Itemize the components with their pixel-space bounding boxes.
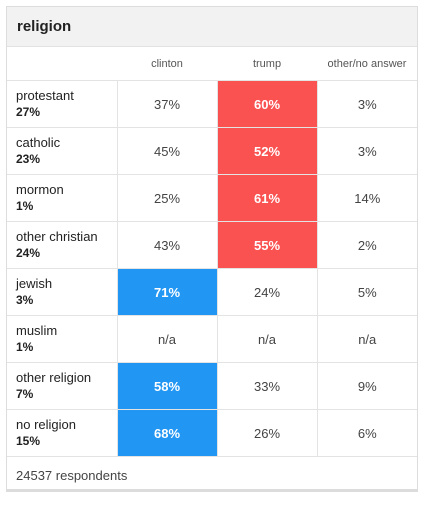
religion-share: 15% bbox=[16, 434, 41, 448]
column-header-other: other/no answer bbox=[327, 57, 407, 70]
clinton-value-cell: 68% bbox=[117, 409, 218, 456]
table-header-row: clinton trump other/no answer bbox=[7, 47, 417, 81]
other-value-cell: n/a bbox=[317, 315, 417, 363]
row-label-header bbox=[7, 47, 117, 81]
religion-name: protestant bbox=[16, 88, 74, 103]
religion-name: no religion bbox=[16, 417, 76, 432]
other-value-cell: 6% bbox=[317, 409, 417, 456]
clinton-value-cell: 45% bbox=[117, 127, 218, 175]
trump-value-cell: 55% bbox=[217, 221, 318, 269]
respondents-count: 24537 respondents bbox=[7, 456, 417, 493]
card-header: religion bbox=[7, 7, 417, 47]
trump-value-cell: n/a bbox=[217, 315, 318, 363]
religion-label-cell: other religion 7% bbox=[7, 362, 118, 410]
religion-label-cell: muslim 1% bbox=[7, 315, 118, 363]
trump-value-cell: 33% bbox=[217, 362, 318, 410]
table-row: mormon 1% 25% 61% 14% bbox=[7, 174, 417, 222]
religion-name: other christian bbox=[16, 229, 98, 244]
religion-label-cell: protestant 27% bbox=[7, 80, 118, 128]
trump-value-cell: 24% bbox=[217, 268, 318, 316]
clinton-value-cell: 71% bbox=[117, 268, 218, 316]
table-row: catholic 23% 45% 52% 3% bbox=[7, 127, 417, 175]
religion-share: 23% bbox=[16, 152, 41, 166]
clinton-value-cell: 58% bbox=[117, 362, 218, 410]
religion-name: other religion bbox=[16, 370, 92, 385]
religion-share: 3% bbox=[16, 293, 34, 307]
column-header-trump: trump bbox=[252, 57, 282, 70]
religion-name: muslim bbox=[16, 323, 58, 338]
religion-label-cell: other christian 24% bbox=[7, 221, 118, 269]
table-row: muslim 1% n/a n/a n/a bbox=[7, 315, 417, 363]
religion-name: catholic bbox=[16, 135, 61, 150]
religion-share: 7% bbox=[16, 387, 34, 401]
other-value-cell: 9% bbox=[317, 362, 417, 410]
table-row: other christian 24% 43% 55% 2% bbox=[7, 221, 417, 269]
clinton-value-cell: 43% bbox=[117, 221, 218, 269]
table-row: jewish 3% 71% 24% 5% bbox=[7, 268, 417, 316]
religion-label-cell: catholic 23% bbox=[7, 127, 118, 175]
card-title: religion bbox=[17, 18, 72, 35]
table-row: protestant 27% 37% 60% 3% bbox=[7, 80, 417, 128]
table-body: protestant 27% 37% 60% 3% catholic 23% 45% 52% 3%… bbox=[7, 80, 417, 456]
column-header-clinton: clinton bbox=[151, 57, 183, 70]
table-row: no religion 15% 68% 26% 6% bbox=[7, 409, 417, 456]
results-table: clinton trump other/no answer protestant… bbox=[7, 47, 417, 456]
other-value-cell: 5% bbox=[317, 268, 417, 316]
religion-share: 1% bbox=[16, 199, 34, 213]
religion-share: 1% bbox=[16, 340, 34, 354]
religion-label-cell: jewish 3% bbox=[7, 268, 118, 316]
other-value-cell: 3% bbox=[317, 80, 417, 128]
table-row: other religion 7% 58% 33% 9% bbox=[7, 362, 417, 410]
other-value-cell: 14% bbox=[317, 174, 417, 222]
clinton-value-cell: 37% bbox=[117, 80, 218, 128]
trump-value-cell: 52% bbox=[217, 127, 318, 175]
religion-share: 24% bbox=[16, 246, 41, 260]
trump-value-cell: 60% bbox=[217, 80, 318, 128]
trump-value-cell: 26% bbox=[217, 409, 318, 456]
religion-share: 27% bbox=[16, 105, 41, 119]
religion-label-cell: no religion 15% bbox=[7, 409, 118, 456]
religion-name: mormon bbox=[16, 182, 64, 197]
religion-label-cell: mormon 1% bbox=[7, 174, 118, 222]
trump-value-cell: 61% bbox=[217, 174, 318, 222]
religion-results-card: religion clinton trump other/no answer p… bbox=[6, 6, 418, 492]
other-value-cell: 3% bbox=[317, 127, 417, 175]
clinton-value-cell: 25% bbox=[117, 174, 218, 222]
religion-name: jewish bbox=[16, 276, 53, 291]
clinton-value-cell: n/a bbox=[117, 315, 218, 363]
other-value-cell: 2% bbox=[317, 221, 417, 269]
